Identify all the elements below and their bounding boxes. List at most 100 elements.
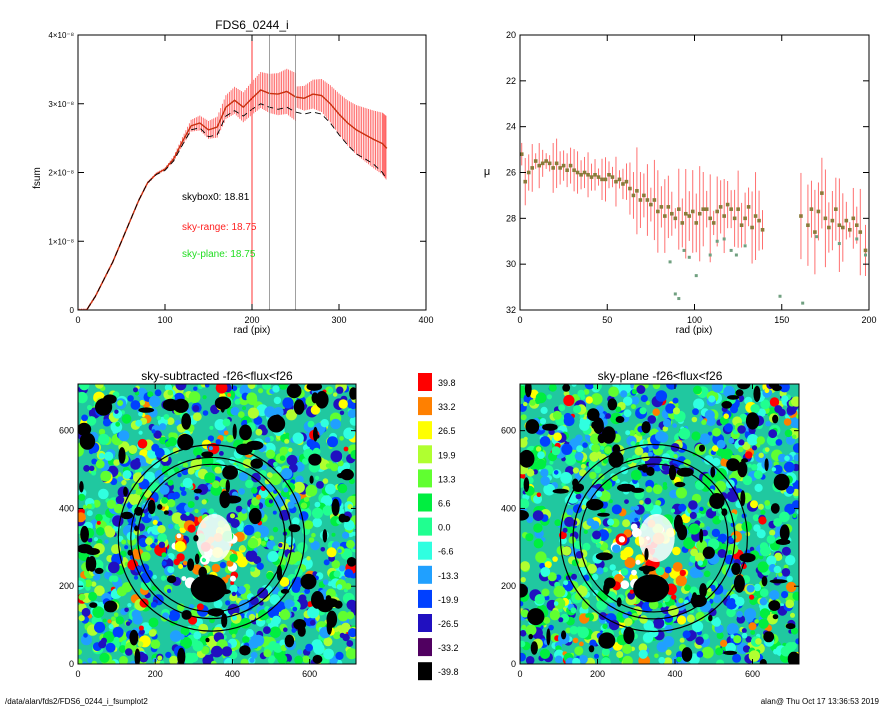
map1-mask [89, 602, 98, 608]
mu-point [600, 177, 604, 182]
mu-point [694, 221, 699, 225]
map2-noise [752, 514, 760, 522]
map2-noise [618, 536, 626, 543]
map2-mask [523, 477, 530, 492]
map2-noise [635, 559, 641, 565]
map2-noise [572, 657, 581, 664]
map1-mask [286, 384, 302, 399]
map2-noise [548, 384, 557, 392]
map2-noise [716, 439, 726, 449]
footer-stamp: alan@ Thu Oct 17 13:36:53 2019 [760, 697, 879, 706]
map2-noise [753, 470, 763, 479]
map2-mask [604, 577, 616, 589]
map2-noise [712, 594, 722, 604]
map2-noise [722, 589, 728, 595]
map1-noise [291, 628, 297, 633]
mu-point [746, 205, 751, 209]
map2-noise [694, 552, 705, 563]
map1-noise [339, 436, 344, 441]
map1-noise [135, 488, 143, 496]
map1-noise [167, 492, 177, 502]
map1-noise [78, 580, 84, 590]
map2-noise [572, 637, 579, 644]
mu-point [603, 177, 608, 182]
map1-noise [121, 582, 133, 593]
map2-noise [720, 543, 727, 550]
mu-point-faint [715, 239, 719, 243]
mu-point [809, 207, 814, 211]
map2-noise [727, 550, 733, 555]
map2-noise [696, 651, 704, 658]
map2-noise [792, 443, 799, 453]
map2-mask [597, 512, 610, 517]
map2-noise [520, 630, 527, 637]
map1-mask [187, 558, 195, 571]
map2-mask [630, 487, 645, 493]
colorbar-swatch [418, 541, 432, 560]
map1-noise [269, 626, 281, 638]
map1-noise [167, 468, 175, 477]
map2-noise [738, 439, 745, 446]
map2-mask [542, 423, 558, 431]
map1-mask [194, 553, 200, 565]
map1-noise [135, 419, 143, 427]
map1-noise [257, 587, 269, 599]
map1-noise [83, 633, 88, 638]
map1-noise [167, 499, 176, 508]
map1-mask [322, 529, 328, 543]
map2-mask [731, 562, 741, 576]
map2-noise [664, 566, 672, 574]
map1-noise [264, 478, 271, 485]
map1-mask [309, 475, 314, 484]
map1-mask [177, 433, 194, 451]
fsum-title: FDS6_0244_i [215, 18, 288, 32]
map2-noise [568, 536, 577, 544]
map2-mask [772, 614, 779, 620]
map2-noise [553, 601, 559, 606]
map1-noise [323, 648, 334, 660]
map2-noise [790, 627, 799, 635]
map1-noise [238, 599, 250, 611]
map1-noise [247, 482, 253, 488]
map1-noise [236, 556, 248, 568]
map1-noise [95, 459, 105, 469]
map2-noise [590, 393, 603, 405]
map1-noise [269, 473, 282, 486]
map2-frame [519, 383, 800, 665]
map1-noise [114, 409, 119, 414]
mu-point [568, 163, 573, 168]
map2-mask [520, 449, 535, 468]
mu-point [652, 198, 657, 202]
map1-mask [331, 498, 340, 516]
map2-noise [535, 551, 547, 563]
map2-noise [668, 605, 679, 617]
map2-noise [520, 609, 530, 618]
map1-noise [255, 428, 263, 436]
map2-noise [741, 632, 748, 639]
mu-point [732, 216, 737, 221]
colorbar-swatch [418, 493, 432, 512]
map-ytick-label: 400 [59, 503, 74, 513]
map1-noise [235, 505, 243, 513]
map2-noise [742, 645, 751, 653]
map2-noise [520, 414, 527, 421]
map2-noise [790, 612, 795, 618]
map1-noise [165, 441, 172, 448]
map1-noise [108, 660, 116, 664]
map1-noise [282, 397, 294, 409]
map2-noise [705, 526, 711, 531]
map2-noise [695, 636, 704, 645]
map-ytick-label: 0 [511, 659, 516, 669]
map1-noise [322, 505, 333, 516]
map2-noise [775, 439, 783, 446]
map1-mask [338, 513, 347, 523]
map1-noise [264, 536, 269, 541]
mu-point-faint [734, 253, 738, 257]
map1-noise [133, 575, 139, 580]
map2-mask [745, 412, 760, 430]
map2-noise [537, 451, 545, 459]
map2-noise [679, 569, 686, 577]
map2-noise [683, 537, 695, 550]
map1-mask [118, 447, 126, 464]
